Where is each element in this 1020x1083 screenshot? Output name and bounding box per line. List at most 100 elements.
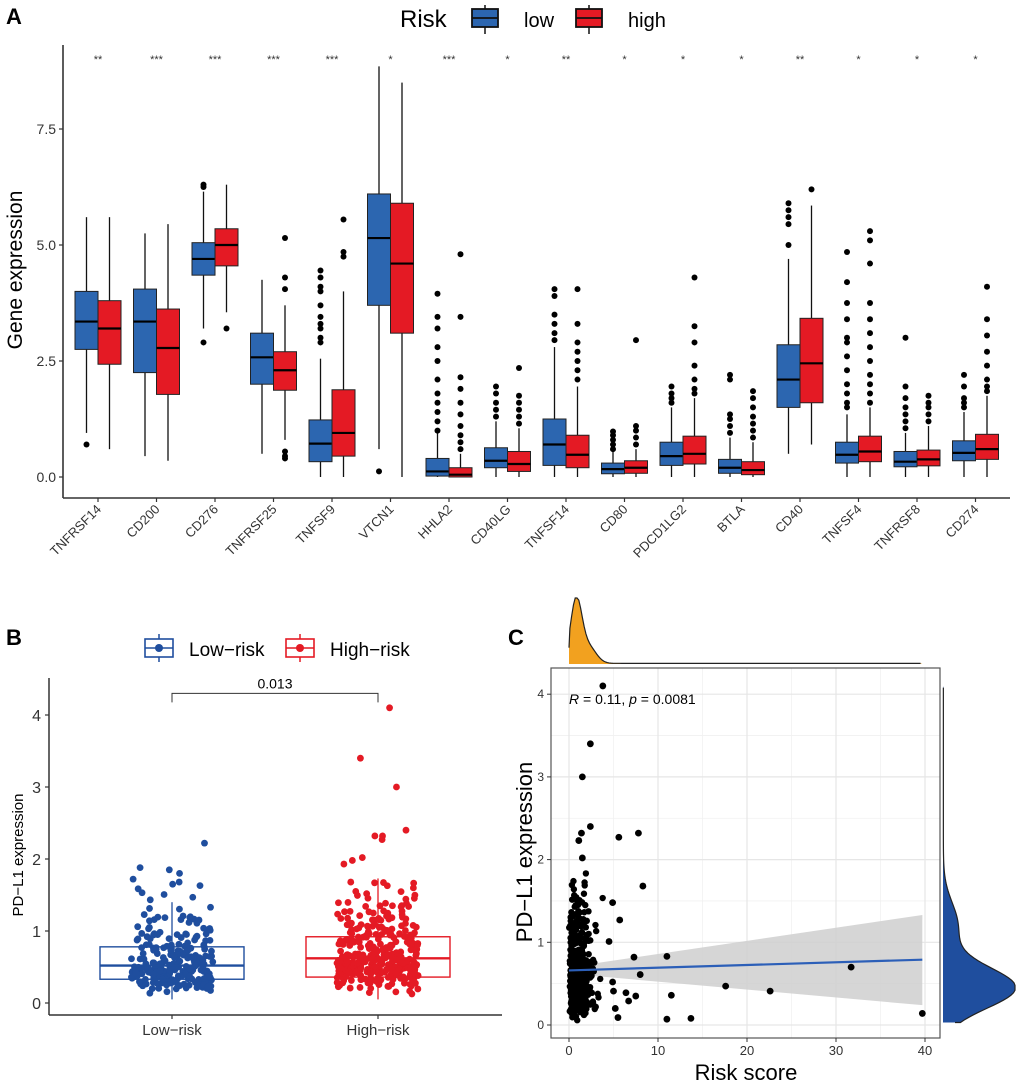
data-point [176, 870, 183, 877]
data-point [402, 915, 410, 923]
data-point [378, 836, 386, 843]
data-point [362, 902, 370, 910]
data-point [614, 1014, 622, 1021]
data-point [335, 967, 343, 975]
box-high [507, 364, 531, 477]
data-point [364, 942, 372, 950]
data-point [411, 929, 418, 937]
data-point [577, 940, 585, 947]
data-point [165, 866, 173, 874]
data-point [169, 880, 177, 888]
outlier-point [984, 316, 990, 323]
data-point [410, 964, 418, 971]
box-low [952, 371, 976, 477]
data-point [355, 938, 363, 946]
outlier-point [434, 290, 441, 297]
axes: 0 1 2 3 4 Low−risk High−risk [32, 678, 502, 1039]
data-point [155, 984, 163, 992]
outlier-point [727, 422, 733, 429]
data-point [382, 899, 389, 907]
jitter-boxes [99, 692, 451, 1000]
data-point [398, 922, 405, 930]
data-point [356, 912, 364, 920]
legend-label-high: high [628, 10, 666, 32]
box-body [308, 419, 333, 463]
significance-marker: *** [443, 54, 457, 66]
box-body [133, 288, 157, 374]
outlier-point [750, 395, 756, 402]
data-point [369, 916, 376, 924]
data-point [167, 979, 174, 987]
outlier-point [574, 348, 581, 355]
data-point [586, 823, 594, 830]
data-point [589, 999, 597, 1007]
data-point [586, 740, 594, 748]
y-tick-label: 3 [537, 770, 544, 784]
outlier-point [83, 441, 90, 448]
y-tick-label: 2 [537, 853, 544, 867]
significance-marker: * [915, 54, 920, 66]
data-point [573, 923, 581, 930]
box-body [952, 440, 976, 462]
y-tick-label: 4 [32, 708, 41, 725]
data-point [572, 902, 579, 909]
outlier-point [902, 411, 909, 418]
outlier-point [493, 406, 499, 413]
x-tick-label: PDCD1LG2 [630, 502, 689, 561]
significance-marker: *** [209, 54, 223, 66]
outlier-point [317, 283, 324, 290]
outlier-point [961, 399, 967, 406]
outlier-point [516, 364, 522, 371]
outlier-point [785, 221, 792, 228]
outlier-point [902, 425, 909, 432]
data-point [687, 1014, 695, 1022]
outlier-point [200, 339, 207, 346]
data-point [333, 979, 341, 986]
data-point [587, 958, 595, 965]
outlier-point [574, 320, 581, 327]
legend-dot [155, 644, 163, 652]
data-point [611, 1005, 619, 1012]
outlier-point [434, 418, 441, 425]
y-axis-title: Gene expression [4, 191, 27, 350]
outlier-point [574, 367, 581, 374]
r-eq: = [579, 691, 595, 707]
outlier-point [925, 411, 932, 418]
x-tick-label: TNFSF9 [293, 502, 338, 547]
data-point [343, 958, 351, 966]
data-point [138, 889, 146, 897]
data-point [176, 957, 184, 965]
outlier-point [457, 411, 464, 418]
x-tick-label: CD40LG [467, 502, 513, 548]
data-point [918, 1010, 926, 1017]
box-low [484, 383, 508, 477]
data-point [401, 927, 409, 934]
data-point [184, 954, 192, 962]
data-point [392, 969, 400, 977]
y-tick-label: 4 [537, 687, 544, 701]
data-point [186, 972, 193, 980]
data-point [345, 968, 353, 975]
data-point [136, 864, 144, 872]
data-point [411, 891, 419, 899]
data-point [392, 988, 400, 996]
box-body [542, 418, 567, 466]
box-body [305, 936, 451, 978]
data-point [610, 987, 617, 995]
y-tick-label: 0 [32, 996, 41, 1013]
data-point [156, 928, 164, 936]
significance-marker: * [973, 54, 978, 66]
significance-marker: * [681, 54, 686, 66]
data-point [571, 979, 578, 987]
data-point [363, 966, 371, 973]
outlier-point [844, 316, 850, 323]
data-point [632, 992, 640, 1000]
significance-marker: *** [326, 54, 340, 66]
outlier-point [340, 216, 347, 223]
group-low-risk [99, 839, 245, 1000]
data-point [138, 930, 146, 937]
outlier-point [457, 385, 464, 392]
outlier-point [223, 325, 230, 332]
data-point [347, 929, 355, 937]
outlier-point [282, 235, 288, 242]
